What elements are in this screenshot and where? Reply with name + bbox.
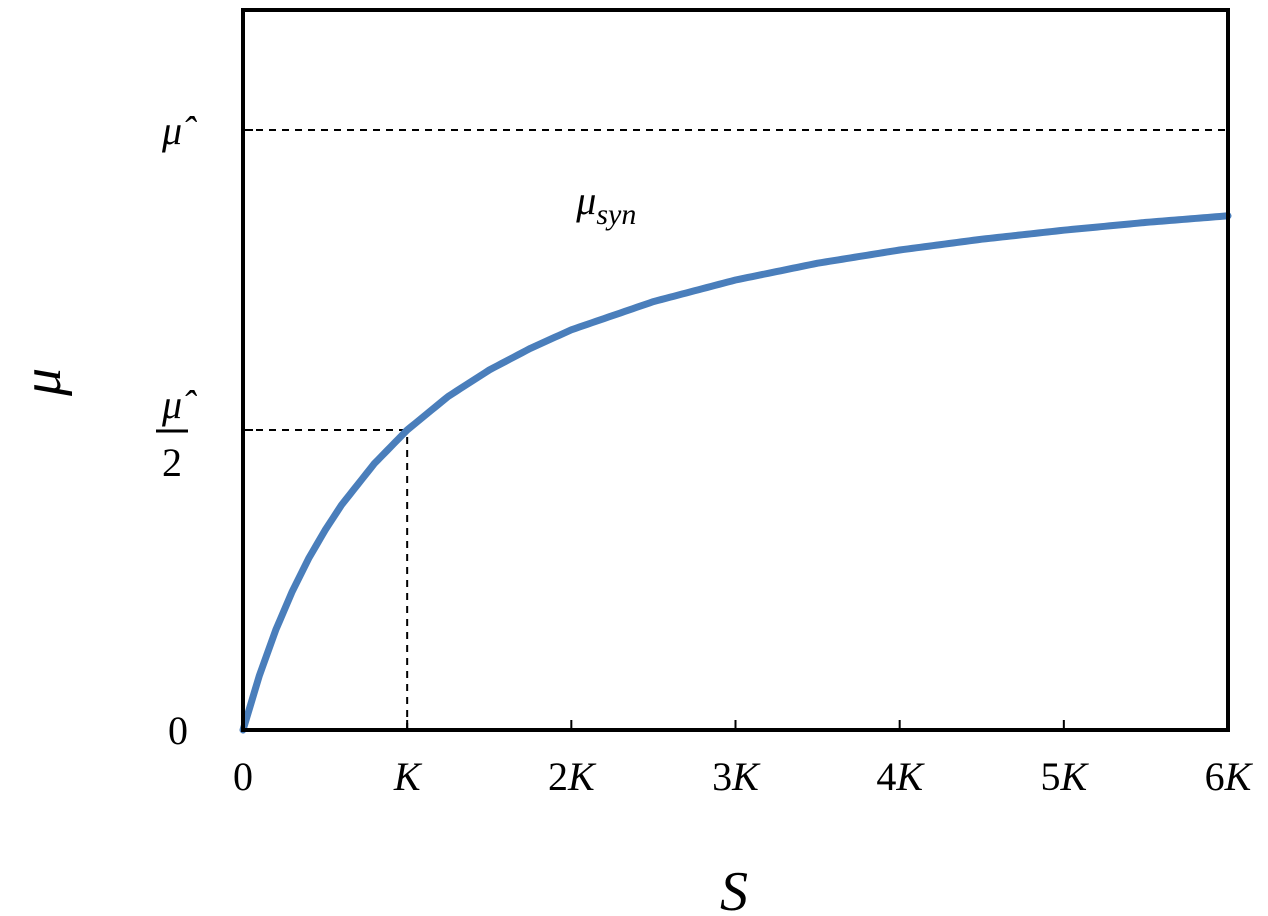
y-tick-label-1-denominator: 2 xyxy=(162,440,182,485)
series-label-subscript: syn xyxy=(596,198,636,231)
y-axis-title: μ xyxy=(11,368,73,397)
x-axis-ticks: 0 K 2K 3K 4K 5K 6K xyxy=(233,720,1254,799)
x-tick-label-6: 6K xyxy=(1205,754,1254,799)
series-label-main: μ xyxy=(575,178,596,223)
x-axis-title: S xyxy=(720,861,748,916)
x-tick-label-2: 2K xyxy=(548,754,597,799)
reference-lines xyxy=(243,129,1228,730)
series-line-0 xyxy=(239,212,1232,734)
x-tick-label-3: 3K xyxy=(712,754,761,799)
x-tick-label-0: 0 xyxy=(233,754,253,799)
series-group xyxy=(239,212,1232,734)
x-tick-label-5: 5K xyxy=(1040,754,1089,799)
x-tick-label-4: 4K xyxy=(876,754,925,799)
series-label: μsyn xyxy=(575,178,636,231)
y-tick-label-0: 0 xyxy=(168,708,188,753)
x-tick-label-1: K xyxy=(393,754,423,799)
